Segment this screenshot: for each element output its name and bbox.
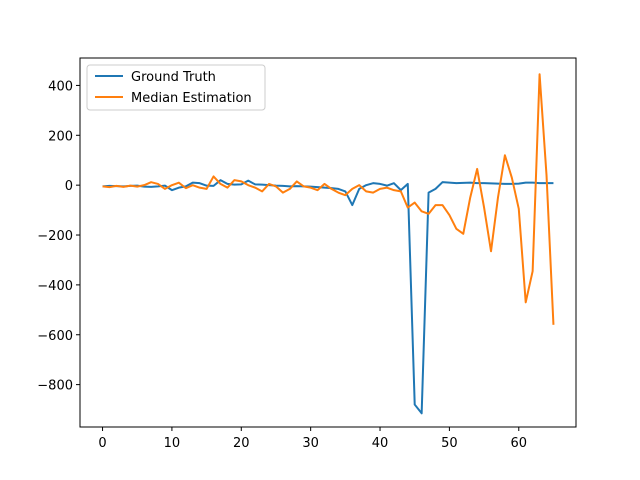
x-tick-label: 0 xyxy=(98,436,106,451)
y-tick-label: −600 xyxy=(37,329,73,344)
x-tick-label: 60 xyxy=(510,436,527,451)
x-tick-label: 10 xyxy=(164,436,181,451)
legend: Ground Truth Median Estimation xyxy=(86,64,266,111)
y-axis: −800 −600 −400 −200 0 200 400 xyxy=(37,79,80,394)
series-line-ground-truth xyxy=(102,179,554,415)
x-tick-label: 40 xyxy=(372,436,389,451)
x-tick-label: 30 xyxy=(302,436,319,451)
y-tick-label: 400 xyxy=(48,79,73,94)
series-line-median-estimation xyxy=(102,73,555,325)
y-tick-label: 0 xyxy=(65,179,73,194)
series-layer xyxy=(102,73,555,415)
y-tick-label: 200 xyxy=(48,129,73,144)
x-tick-label: 20 xyxy=(233,436,250,451)
legend-label-ground-truth: Ground Truth xyxy=(131,70,216,85)
x-tick-label: 50 xyxy=(441,436,458,451)
y-tick-label: −200 xyxy=(37,229,73,244)
y-tick-label: −400 xyxy=(37,279,73,294)
plot-frame xyxy=(79,57,577,428)
x-axis: 0 10 20 30 40 50 60 xyxy=(98,427,527,451)
legend-box xyxy=(86,64,266,111)
y-tick-label: −800 xyxy=(37,379,73,394)
legend-label-median-estimation: Median Estimation xyxy=(131,91,252,106)
